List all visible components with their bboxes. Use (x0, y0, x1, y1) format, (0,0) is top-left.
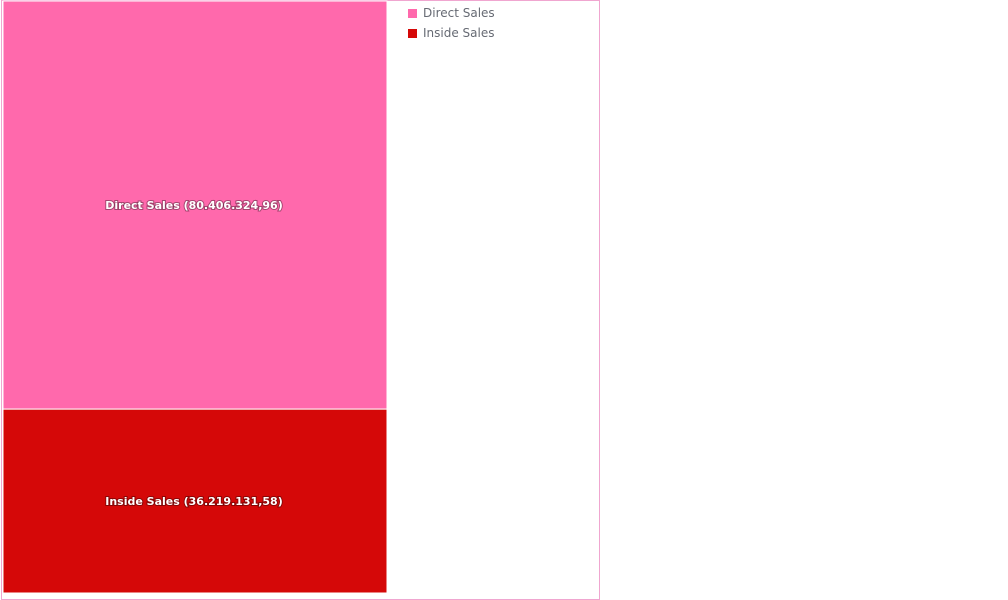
legend-label-direct-sales: Direct Sales (423, 6, 495, 20)
treemap-chart: Direct Sales (80.406.324,96) Inside Sales… (2, 0, 388, 594)
treemap-label-inside-sales: Inside Sales (36.219.131,58) (105, 495, 283, 508)
legend-swatch-direct-sales (408, 8, 417, 18)
legend-item-inside-sales[interactable]: Inside Sales (408, 23, 495, 43)
treemap-tile-inside-sales[interactable] (2, 408, 388, 594)
legend-item-direct-sales[interactable]: Direct Sales (408, 3, 495, 23)
chart-legend: Direct Sales Inside Sales (408, 3, 495, 43)
legend-label-inside-sales: Inside Sales (423, 26, 495, 40)
legend-swatch-inside-sales (408, 28, 417, 38)
treemap-label-direct-sales: Direct Sales (80.406.324,96) (105, 199, 282, 212)
treemap-tile-direct-sales[interactable] (2, 0, 388, 410)
